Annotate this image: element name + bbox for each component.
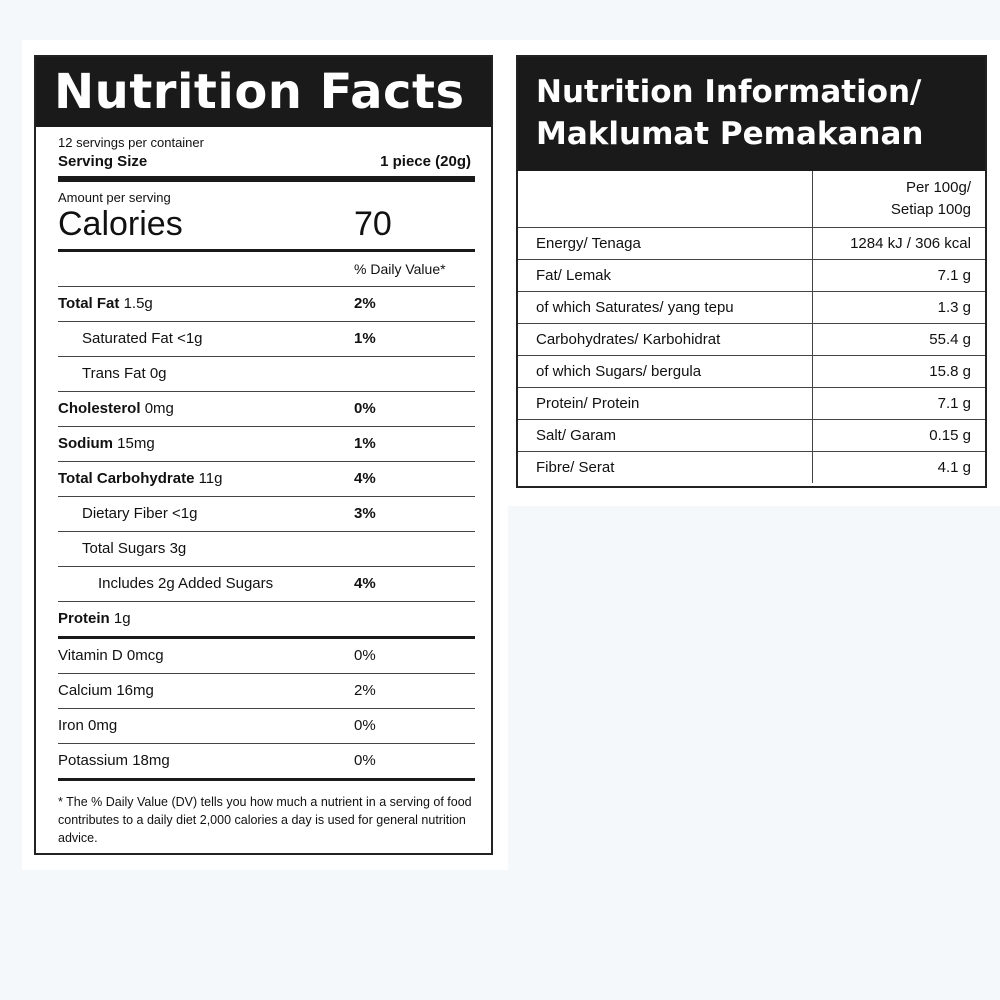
vitamin-dv: 0% — [354, 647, 376, 664]
nutrient-row-total-fat: Total Fat 1.5g 2% — [58, 287, 475, 322]
vitamin-name: Vitamin D 0mcg — [58, 647, 164, 664]
nutrient-dv: 1% — [354, 330, 376, 347]
vitamin-row-calcium: Calcium 16mg 2% — [58, 674, 475, 709]
title-line-1: Nutrition Information/ — [536, 74, 922, 110]
nutrition-information-title: Nutrition Information/ Maklumat Pemakana… — [518, 57, 985, 171]
vitamin-name: Potassium 18mg — [58, 752, 170, 769]
table-row: of which Saturates/ yang tepu 1.3 g — [518, 291, 985, 324]
row-value: 55.4 g — [812, 323, 985, 356]
table-row: Carbohydrates/ Karbohidrat 55.4 g — [518, 323, 985, 356]
row-label: Fibre/ Serat — [518, 451, 813, 483]
nutrient-amount: 0g — [149, 365, 167, 382]
title-line-2: Maklumat Pemakanan — [536, 116, 924, 152]
nutrient-amount: 0mg — [144, 400, 174, 417]
divider-medium — [58, 249, 475, 252]
nutrient-row-total-sugars: Total Sugars 3g — [58, 532, 475, 567]
daily-value-footnote: * The % Daily Value (DV) tells you how m… — [58, 795, 472, 845]
row-label: of which Sugars/ bergula — [518, 355, 813, 388]
nutrient-row-protein: Protein 1g — [58, 602, 475, 639]
nutrient-amount: 1g — [113, 610, 131, 627]
row-label: Protein/ Protein — [518, 387, 813, 420]
table-row: Fat/ Lemak 7.1 g — [518, 259, 985, 292]
vitamin-row-potassium: Potassium 18mg 0% — [58, 744, 475, 781]
nutrient-name: Total Carbohydrate — [58, 470, 195, 487]
nutrient-name: Saturated Fat — [82, 330, 173, 347]
nutrient-dv: 4% — [354, 575, 376, 592]
servings-per-container: 12 servings per container — [58, 135, 204, 150]
table-row: Energy/ Tenaga 1284 kJ / 306 kcal — [518, 227, 985, 260]
daily-value-header: % Daily Value* — [58, 252, 475, 287]
calories-label: Calories — [58, 205, 183, 243]
nutrient-row-sodium: Sodium 15mg 1% — [58, 427, 475, 462]
row-value: 1284 kJ / 306 kcal — [812, 227, 985, 260]
nutrient-name: Cholesterol — [58, 400, 141, 417]
nutrition-facts-title: Nutrition Facts — [36, 57, 491, 127]
nutrient-row-cholesterol: Cholesterol 0mg 0% — [58, 392, 475, 427]
column-header-line-1: Per 100g/ — [905, 179, 971, 196]
vitamin-name: Calcium 16mg — [58, 682, 154, 699]
nutrient-dv: 2% — [354, 295, 376, 312]
table-row: of which Sugars/ bergula 15.8 g — [518, 355, 985, 388]
nutrition-information-table: Per 100g/ Setiap 100g Energy/ Tenaga 1284… — [518, 171, 985, 483]
nutrient-name: Total Sugars — [82, 540, 166, 557]
nutrient-dv: 3% — [354, 505, 376, 522]
nutrient-name: Sodium — [58, 435, 113, 452]
row-value: 1.3 g — [812, 291, 985, 324]
nutrient-name: Dietary Fiber — [82, 505, 168, 522]
nutrient-name: Includes 2g Added Sugars — [98, 575, 274, 592]
calories-row: Calories 70 — [58, 205, 475, 249]
table-row: Fibre/ Serat 4.1 g — [518, 451, 985, 483]
table-row: Salt/ Garam 0.15 g — [518, 419, 985, 452]
nutrition-information-label: Nutrition Information/ Maklumat Pemakana… — [516, 55, 987, 488]
row-value: 7.1 g — [812, 387, 985, 420]
serving-size-row: Serving Size 1 piece (20g) — [58, 153, 475, 176]
table-header-per-100g: Per 100g/ Setiap 100g — [812, 171, 985, 228]
nutrient-name: Total Fat — [58, 295, 120, 312]
nutrient-amount: 1.5g — [123, 295, 153, 312]
divider-thick — [58, 176, 475, 182]
vitamin-dv: 0% — [354, 717, 376, 734]
nutrient-amount: 15mg — [117, 435, 155, 452]
nutrient-amount: 3g — [169, 540, 187, 557]
nutrient-row-saturated-fat: Saturated Fat <1g 1% — [58, 322, 475, 357]
nutrient-dv: 0% — [354, 400, 376, 417]
table-header-row: Per 100g/ Setiap 100g — [518, 171, 985, 228]
row-value: 15.8 g — [812, 355, 985, 388]
nutrient-row-trans-fat: Trans Fat 0g — [58, 357, 475, 392]
serving-size-value: 1 piece (20g) — [380, 153, 471, 170]
nutrient-amount: <1g — [177, 330, 203, 347]
amount-per-serving: Amount per serving — [58, 190, 171, 205]
serving-size-label: Serving Size — [58, 153, 148, 170]
row-value: 4.1 g — [812, 451, 985, 483]
nutrient-dv: 1% — [354, 435, 376, 452]
row-value: 0.15 g — [812, 419, 985, 452]
nutrition-facts-label: Nutrition Facts 12 servings per containe… — [34, 55, 493, 855]
calories-value: 70 — [354, 205, 392, 243]
row-label: Salt/ Garam — [518, 419, 813, 452]
row-label: Energy/ Tenaga — [518, 227, 813, 260]
row-label: Fat/ Lemak — [518, 259, 813, 292]
vitamin-row-vitamin-d: Vitamin D 0mcg 0% — [58, 639, 475, 674]
nutrient-amount: <1g — [172, 505, 198, 522]
table-header-empty — [518, 171, 813, 228]
nutrient-name: Trans Fat — [82, 365, 146, 382]
column-header-line-2: Setiap 100g — [890, 201, 971, 218]
nutrient-row-added-sugars: Includes 2g Added Sugars 4% — [58, 567, 475, 602]
vitamin-name: Iron 0mg — [58, 717, 118, 734]
row-label: of which Saturates/ yang tepu — [518, 291, 813, 324]
vitamin-dv: 2% — [354, 682, 376, 699]
row-value: 7.1 g — [812, 259, 985, 292]
nutrient-name: Protein — [58, 610, 110, 627]
vitamin-dv: 0% — [354, 752, 376, 769]
row-label: Carbohydrates/ Karbohidrat — [518, 323, 813, 356]
nutrient-dv: 4% — [354, 470, 376, 487]
nutrient-amount: 11g — [198, 470, 223, 487]
nutrient-row-dietary-fiber: Dietary Fiber <1g 3% — [58, 497, 475, 532]
table-row: Protein/ Protein 7.1 g — [518, 387, 985, 420]
vitamin-row-iron: Iron 0mg 0% — [58, 709, 475, 744]
nutrient-row-total-carbohydrate: Total Carbohydrate 11g 4% — [58, 462, 475, 497]
nutrition-facts-body: 12 servings per container Serving Size 1… — [58, 127, 475, 847]
